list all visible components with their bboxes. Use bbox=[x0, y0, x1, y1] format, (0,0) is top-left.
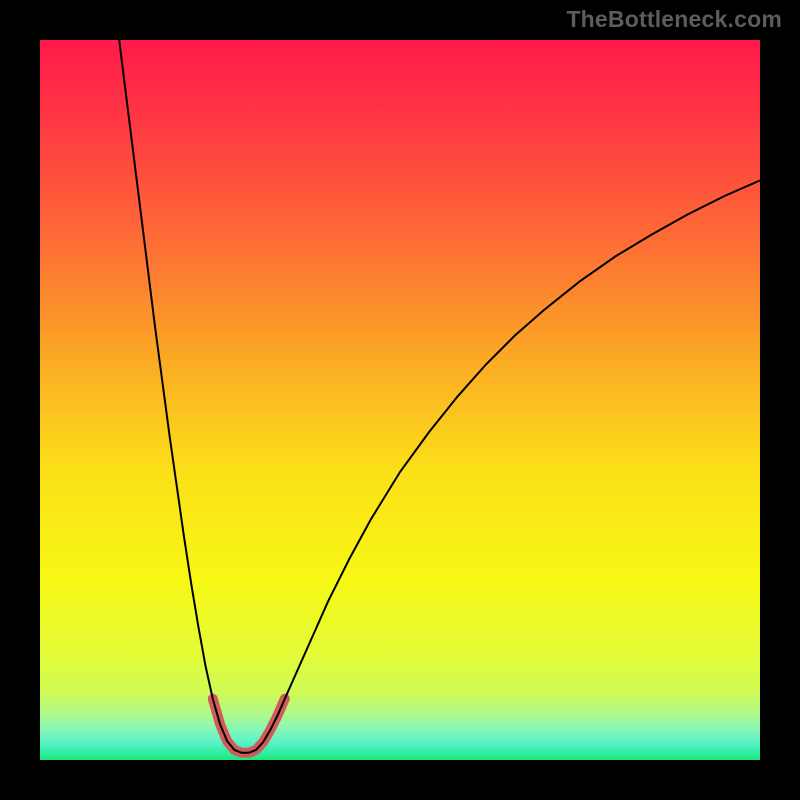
outer-frame: TheBottleneck.com bbox=[0, 0, 800, 800]
plot-svg bbox=[40, 40, 760, 760]
gradient-rect bbox=[40, 40, 760, 760]
watermark-text: TheBottleneck.com bbox=[566, 6, 782, 33]
plot-area bbox=[40, 40, 760, 760]
